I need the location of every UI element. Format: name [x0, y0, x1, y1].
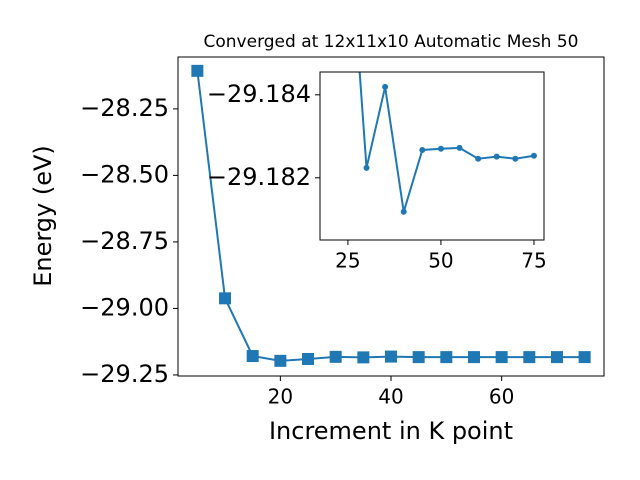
x-axis-label: Increment in K point [269, 417, 513, 445]
x-tick-label: 75 [521, 249, 546, 273]
data-marker [456, 144, 463, 151]
y-tick-label: −28.25 [80, 94, 169, 122]
y-tick-label: −29.184 [207, 80, 311, 108]
y-tick-label: −29.00 [80, 293, 169, 321]
x-tick-label: 20 [268, 385, 293, 409]
y-tick-label: −28.50 [80, 160, 169, 188]
x-tick-label: 25 [335, 249, 360, 273]
plot-content [191, 64, 591, 367]
axes-frame [319, 71, 545, 241]
data-marker [191, 64, 204, 77]
data-marker [412, 351, 425, 364]
data-marker [302, 352, 315, 365]
data-marker [437, 145, 444, 152]
data-marker [475, 155, 482, 162]
chart-title: Converged at 12x11x10 Automatic Mesh 50 [204, 32, 579, 52]
data-marker [419, 146, 426, 153]
y-tick-label: −29.182 [207, 163, 311, 191]
data-marker [363, 164, 370, 171]
data-marker [467, 351, 480, 364]
y-axis-label: Energy (eV) [29, 145, 57, 287]
data-marker [246, 350, 259, 363]
data-marker [523, 351, 536, 364]
data-marker [440, 351, 453, 364]
data-marker [219, 292, 232, 305]
data-marker [329, 350, 342, 363]
plot-area [320, 72, 544, 240]
data-marker [495, 351, 508, 364]
x-tick-label: 40 [378, 385, 403, 409]
x-tick-label: 60 [489, 385, 514, 409]
data-marker [493, 153, 500, 160]
x-tick-label: 50 [428, 249, 453, 273]
data-marker [578, 351, 591, 364]
data-marker [382, 83, 389, 90]
plot-content [358, 72, 537, 215]
data-marker [274, 354, 287, 367]
data-marker [400, 208, 407, 215]
data-marker [530, 152, 537, 159]
data-marker [357, 351, 370, 364]
data-marker [512, 155, 519, 162]
data-marker [550, 351, 563, 364]
y-tick-label: −28.75 [80, 227, 169, 255]
data-marker [385, 350, 397, 363]
y-tick-label: −29.25 [80, 360, 169, 388]
